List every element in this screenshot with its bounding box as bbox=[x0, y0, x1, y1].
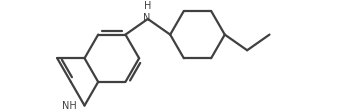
Text: N: N bbox=[143, 13, 151, 23]
Text: H: H bbox=[144, 1, 152, 11]
Text: NH: NH bbox=[62, 101, 77, 111]
